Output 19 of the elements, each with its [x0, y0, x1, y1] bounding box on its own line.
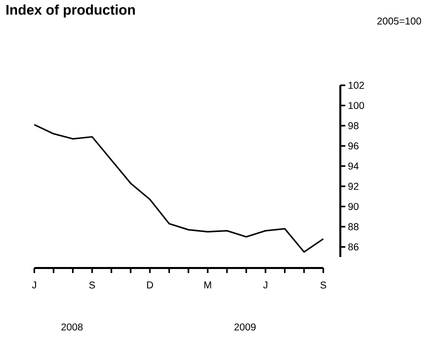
x-tick-label: D: [147, 282, 154, 288]
x-tick-label: S: [320, 282, 326, 289]
text: 2009: [234, 323, 256, 331]
text: 2008: [61, 323, 83, 331]
y-tick-label: 102: [348, 82, 364, 89]
y-tick-label: 90: [348, 202, 359, 210]
y-tick-label: 96: [348, 142, 358, 150]
x-tick-label: J: [263, 282, 268, 288]
y-tick-label: 92: [348, 182, 358, 190]
x-tick-label: J: [32, 282, 36, 288]
text: 2005=100: [377, 18, 422, 25]
x-tick-label: S: [89, 282, 95, 289]
y-tick-label: 88: [348, 223, 358, 230]
chart-title: Index of production: [6, 4, 135, 18]
y-tick-label: 100: [348, 102, 364, 110]
y-tick-label: 98: [348, 122, 358, 130]
x-tick-label: M: [204, 282, 212, 288]
y-tick-label: 86: [348, 243, 358, 250]
y-tick-label: 94: [348, 162, 359, 170]
